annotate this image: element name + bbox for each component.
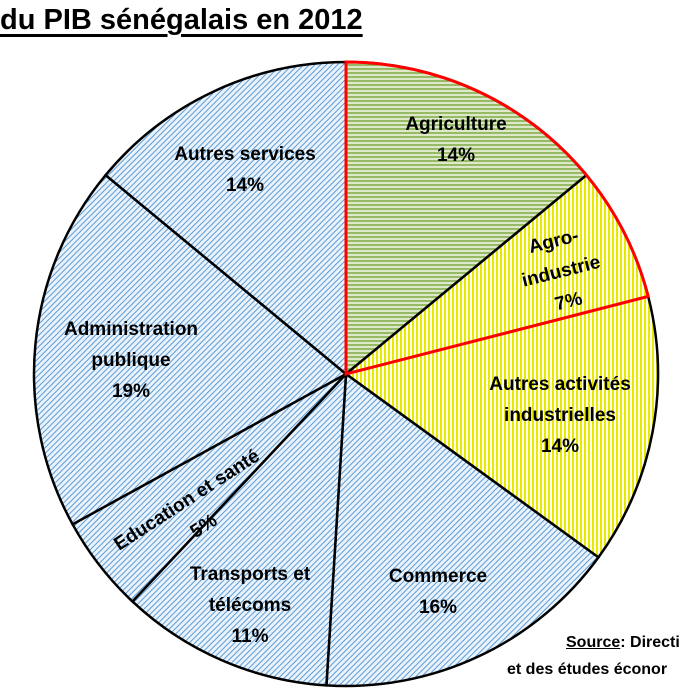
slice-name: télécoms bbox=[209, 595, 291, 616]
slice-label: Agriculture 14% bbox=[405, 114, 506, 166]
pie-slice-5 bbox=[130, 370, 348, 687]
pie-slice-7 bbox=[32, 173, 349, 527]
slice-label: Autres activités industrielles 14% bbox=[489, 374, 631, 457]
slice-name: Autres services bbox=[174, 144, 316, 165]
pie-slice-8 bbox=[103, 60, 348, 377]
pie-slice-4 bbox=[325, 371, 601, 688]
slice-name: Commerce bbox=[389, 566, 487, 587]
slice-percent: 19% bbox=[112, 381, 150, 402]
pie-slice-3 bbox=[343, 294, 660, 560]
source-line-2: et des études éconor bbox=[507, 661, 668, 678]
slice-name: Autres activités bbox=[489, 374, 631, 395]
source-text-1: : Directi bbox=[620, 634, 680, 651]
slice-name: Transports et bbox=[190, 564, 311, 585]
slice-percent: 14% bbox=[226, 175, 264, 196]
slice-percent: 14% bbox=[541, 436, 579, 457]
source-label: Source bbox=[566, 634, 621, 651]
slice-label: Administration publique 19% bbox=[64, 319, 198, 402]
slice-name: Agriculture bbox=[405, 114, 506, 135]
slice-name: industrielles bbox=[504, 405, 616, 426]
slice-name: Administration bbox=[64, 319, 198, 340]
slice-name: publique bbox=[91, 350, 170, 371]
slice-label: Transports et télécoms 11% bbox=[190, 564, 311, 647]
slice-percent: 11% bbox=[232, 626, 269, 647]
highlight-outline bbox=[344, 60, 651, 376]
source-line-1: Source: Directi bbox=[566, 634, 680, 652]
chart-title: du PIB sénégalais en 2012 bbox=[0, 4, 363, 36]
slice-label: Autres services 14% bbox=[174, 144, 316, 196]
slice-percent: 16% bbox=[419, 597, 457, 618]
slice-label: Commerce 16% bbox=[389, 566, 487, 618]
slice-percent: 14% bbox=[437, 145, 475, 166]
